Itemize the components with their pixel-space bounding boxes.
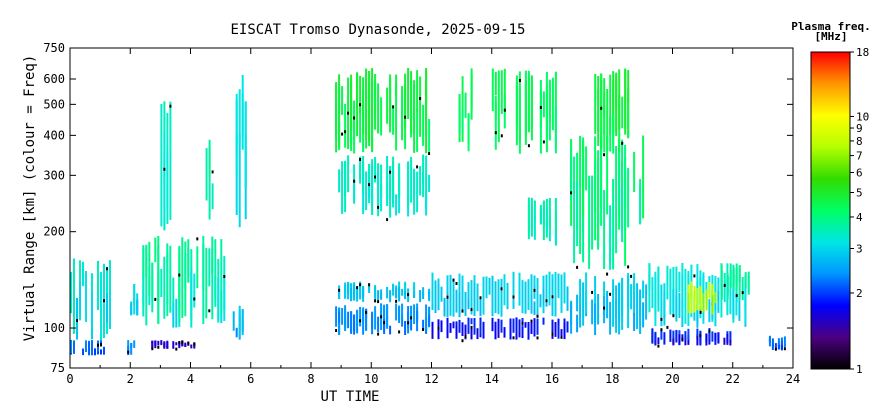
echo-region-1 xyxy=(70,258,111,342)
colorbar-tick-label: 1 xyxy=(856,363,863,376)
colorbar-title-line2: [MHz] xyxy=(814,30,847,43)
chart-title: EISCAT Tromso Dynasonde, 2025-09-15 xyxy=(230,22,525,38)
x-tick-label: 14 xyxy=(485,372,499,386)
x-tick-label: 0 xyxy=(66,372,73,386)
colorbar-tick-label: 7 xyxy=(856,150,863,163)
data-layer xyxy=(70,68,786,356)
echo-region-9 xyxy=(235,75,247,228)
y-tick-label: 750 xyxy=(43,41,65,55)
echo-region-7 xyxy=(160,101,172,231)
y-axis: 75 100 200 300 400 500 600 750 xyxy=(43,41,793,375)
x-tick-label: 10 xyxy=(364,372,378,386)
echo-region-28 xyxy=(768,335,786,351)
x-tick-label: 22 xyxy=(726,372,740,386)
echo-region-22 xyxy=(594,68,630,154)
echo-region-13 xyxy=(338,281,431,304)
echo-region-2 xyxy=(70,339,105,356)
echo-region-3 xyxy=(127,340,136,356)
echo-region-12 xyxy=(338,154,431,222)
echo-region-14 xyxy=(335,303,431,336)
y-tick-label: 500 xyxy=(43,97,65,111)
y-tick-label: 100 xyxy=(43,321,65,335)
x-tick-label: 4 xyxy=(187,372,194,386)
echo-region-27 xyxy=(720,263,750,303)
echo-region-4 xyxy=(130,284,139,316)
colorbar-tick-label: 2 xyxy=(856,287,863,300)
echo-region-11 xyxy=(335,68,431,155)
x-axis-label: UT TIME xyxy=(320,389,379,405)
x-tick-label: 8 xyxy=(307,372,314,386)
colorbar-tick-label: 3 xyxy=(856,243,863,256)
echo-region-16 xyxy=(431,271,569,318)
x-tick-label: 24 xyxy=(786,372,800,386)
y-tick-label: 300 xyxy=(43,168,65,182)
colorbar xyxy=(810,51,851,370)
echo-region-10 xyxy=(232,305,244,340)
colorbar-tick-label: 9 xyxy=(856,122,863,135)
colorbar-title-line1: Plasma freq. xyxy=(791,20,870,33)
x-tick-label: 6 xyxy=(247,372,254,386)
colorbar-tick-label: 4 xyxy=(856,211,863,224)
y-tick-label: 200 xyxy=(43,225,65,239)
y-tick-label: 400 xyxy=(43,128,65,142)
colorbar-tick-label: 6 xyxy=(856,166,863,179)
x-tick-label: 2 xyxy=(127,372,134,386)
echo-region-5 xyxy=(142,235,226,328)
echo-region-15 xyxy=(431,317,569,343)
colorbar-tick-label: 8 xyxy=(856,135,863,148)
echo-region-18 xyxy=(491,68,506,150)
echo-region-6 xyxy=(151,340,196,351)
colorbar-tick-label: 5 xyxy=(856,186,863,199)
echo-region-24 xyxy=(651,328,732,348)
x-tick-label: 18 xyxy=(605,372,619,386)
echo-region-23 xyxy=(570,272,648,336)
y-tick-label: 600 xyxy=(43,72,65,86)
echo-region-20 xyxy=(527,197,557,246)
x-tick-label: 20 xyxy=(665,372,679,386)
echo-region-21 xyxy=(570,135,645,270)
echo-region-19 xyxy=(515,70,557,154)
colorbar-tick-label: 10 xyxy=(856,110,869,123)
echo-region-8 xyxy=(205,139,214,220)
y-tick-label: 75 xyxy=(51,361,65,375)
colorbar-tick-label: 18 xyxy=(856,46,869,59)
echo-region-17 xyxy=(458,68,473,152)
x-tick-label: 16 xyxy=(545,372,559,386)
y-axis-label: Virtual Range [km] (colour = Freq) xyxy=(22,55,38,342)
x-axis: 0 2 4 6 8 10 12 14 16 18 20 22 24 xyxy=(66,48,800,386)
x-tick-label: 12 xyxy=(424,372,438,386)
echo-region-26 xyxy=(687,281,717,315)
